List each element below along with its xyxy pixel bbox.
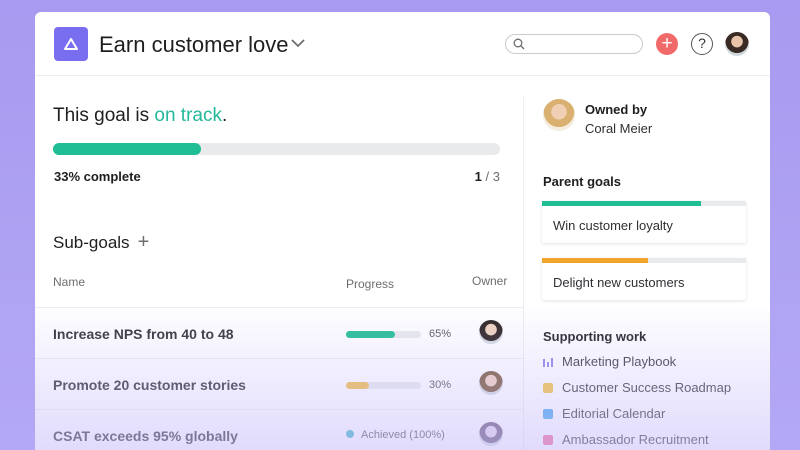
goal-title: Earn customer love (99, 32, 289, 57)
goal-triangle-icon (54, 27, 88, 61)
supporting-work-item[interactable]: Editorial Calendar (543, 406, 665, 421)
goal-progress-bar (53, 143, 500, 155)
subgoal-progress-fill (346, 382, 369, 389)
subgoal-progress-fill (346, 331, 395, 338)
project-square-icon (543, 408, 553, 419)
search-icon (513, 38, 525, 50)
goal-card: Earn customer love + ? This goal is on t… (35, 12, 770, 450)
owner-name[interactable]: Coral Meier (585, 121, 653, 136)
parent-goal-progress-fill (542, 201, 702, 206)
portfolio-bars-icon (543, 357, 553, 367)
column-progress[interactable]: Progress (346, 277, 395, 291)
status-suffix: . (221, 105, 228, 126)
achieved-dot-icon (346, 430, 354, 438)
done-count: 1 (474, 169, 482, 184)
parent-goals-heading: Parent goals (543, 174, 622, 189)
owner-avatar[interactable] (543, 99, 575, 131)
owner-avatar[interactable] (479, 320, 503, 344)
supporting-work-heading: Supporting work (543, 329, 647, 344)
subgoal-name[interactable]: CSAT exceeds 95% globally (53, 428, 238, 444)
chevron-down-icon[interactable] (290, 38, 306, 48)
parent-goal-name: Win customer loyalty (553, 218, 673, 233)
supporting-work-item[interactable]: Ambassador Recruitment (543, 432, 709, 447)
project-square-icon (543, 434, 553, 445)
column-owner[interactable]: Owner (472, 274, 508, 288)
subgoal-progress-bar (346, 331, 421, 338)
subgoals-title: Sub-goals (53, 233, 130, 252)
goal-progress-fill (53, 143, 201, 155)
supporting-work-name: Marketing Playbook (562, 354, 677, 369)
user-avatar[interactable] (725, 32, 749, 56)
supporting-work-name: Editorial Calendar (562, 406, 666, 421)
owner-label: Owned by (585, 102, 648, 117)
subgoal-name[interactable]: Promote 20 customer stories (53, 377, 246, 393)
status-prefix: This goal is (53, 105, 155, 126)
add-button[interactable]: + (656, 33, 678, 55)
progress-label: 33% complete (54, 169, 141, 184)
owner-avatar[interactable] (479, 371, 503, 395)
subgoal-row[interactable]: CSAT exceeds 95% globally Achieved (100%) (35, 409, 523, 449)
subgoal-progress-bar (346, 382, 421, 389)
owner-avatar[interactable] (479, 422, 503, 446)
column-divider (523, 97, 524, 450)
parent-goal-card[interactable]: Delight new customers (542, 258, 746, 300)
progress-label: Achieved (100%) (361, 429, 445, 441)
subgoals-heading: Sub-goals + (53, 231, 149, 254)
parent-goal-progress-fill (542, 258, 649, 263)
supporting-work-name: Ambassador Recruitment (562, 432, 709, 447)
goal-status: This goal is on track. (53, 105, 227, 127)
add-subgoal-button[interactable]: + (137, 231, 150, 253)
parent-goal-card[interactable]: Win customer loyalty (542, 201, 746, 243)
parent-goal-progress-bar (542, 258, 746, 263)
parent-goal-name: Delight new customers (553, 275, 685, 290)
achieved-status: Achieved (100%) (346, 429, 445, 441)
help-button[interactable]: ? (691, 33, 713, 55)
total-count: / 3 (485, 169, 500, 184)
project-square-icon (543, 382, 553, 393)
subgoal-row[interactable]: Increase NPS from 40 to 48 65% (35, 307, 523, 347)
subgoal-row[interactable]: Promote 20 customer stories 30% (35, 358, 523, 398)
column-name[interactable]: Name (53, 275, 86, 289)
supporting-work-item[interactable]: Customer Success Roadmap (543, 380, 731, 395)
subgoal-name[interactable]: Increase NPS from 40 to 48 (53, 326, 234, 342)
progress-value: 30% (429, 379, 452, 391)
status-state: on track (154, 105, 222, 126)
header: Earn customer love + ? (35, 12, 770, 76)
progress-value: 65% (429, 328, 452, 340)
parent-goal-progress-bar (542, 201, 746, 206)
subgoal-count: 1 / 3 (475, 169, 500, 184)
search-input[interactable] (505, 34, 643, 54)
supporting-work-item[interactable]: Marketing Playbook (543, 354, 676, 369)
supporting-work-name: Customer Success Roadmap (562, 380, 732, 395)
